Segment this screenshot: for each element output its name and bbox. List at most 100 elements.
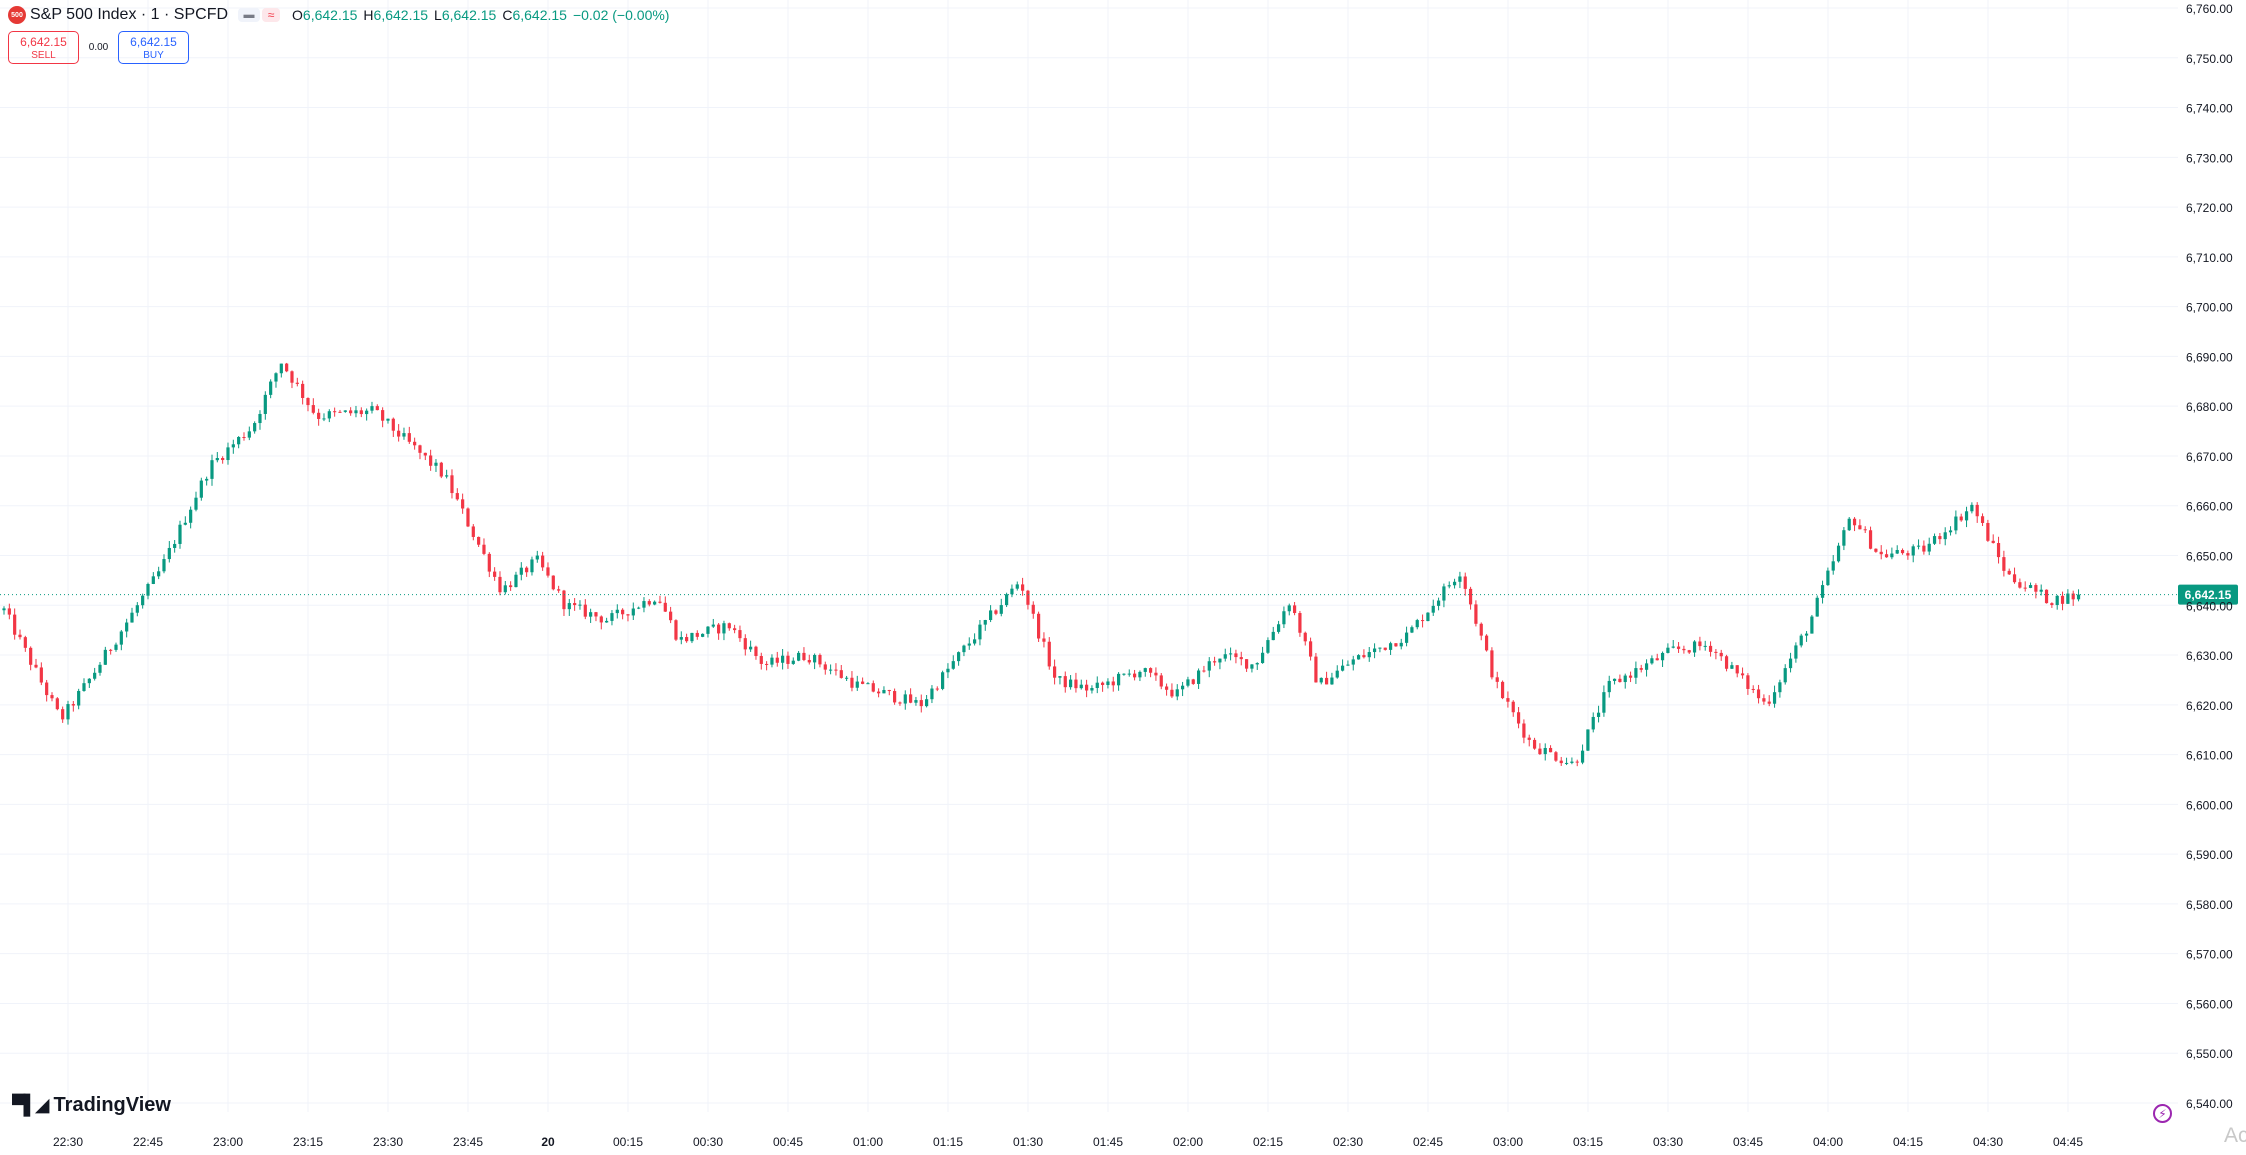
candle-body (242, 436, 246, 438)
candle-body (1484, 635, 1489, 651)
x-tick-label: 02:45 (1413, 1135, 1443, 1149)
x-tick-label: 04:30 (1973, 1135, 2003, 1149)
candle-body (455, 493, 459, 500)
y-tick-label: 6,660.00 (2186, 500, 2233, 514)
candle-body (1538, 748, 1542, 755)
candle-body (1591, 716, 1595, 730)
candle-body (557, 589, 561, 591)
candle-body (829, 669, 833, 671)
candle-body (903, 694, 907, 704)
candle-body (1037, 613, 1041, 639)
candle-body (1922, 545, 1926, 552)
candle-body (1655, 658, 1659, 661)
candle-body (685, 637, 689, 642)
logo-text: TradingView (53, 1094, 171, 1116)
candle-body (397, 430, 401, 437)
candle-body (653, 601, 657, 605)
candle-body (1687, 650, 1691, 653)
candle-body (1319, 677, 1323, 683)
candle-body (1330, 677, 1334, 685)
candle-body (1836, 545, 1841, 562)
buy-price: 6,642.15 (130, 35, 177, 49)
wave-icon[interactable]: ≈ (262, 8, 281, 22)
x-tick-label: 02:00 (1173, 1135, 1203, 1149)
candle-body (1575, 761, 1579, 763)
candle-body (2002, 557, 2006, 571)
candle-body (418, 445, 422, 453)
buy-button[interactable]: 6,642.15 BUY (118, 31, 189, 64)
ohlc-change: −0.02 (−0.00%) (572, 7, 670, 23)
candle-body (1463, 576, 1467, 589)
price-axis[interactable]: 6,760.00 6,750.00 6,740.00 6,730.00 6,720.00… (2186, 2, 2233, 1111)
candle-body (695, 632, 699, 637)
candle-body (1010, 588, 1014, 595)
candle-body (1548, 747, 1553, 753)
candle-body (327, 411, 331, 419)
candle-body (973, 639, 977, 644)
candle-body (1228, 653, 1233, 655)
candle-body (1788, 658, 1793, 669)
candle-body (1900, 549, 1905, 554)
candle-body (1053, 666, 1057, 678)
candle-body (487, 553, 491, 572)
candle-body (434, 462, 438, 466)
y-tick-label: 6,720.00 (2186, 201, 2233, 215)
y-tick-label: 6,670.00 (2186, 450, 2233, 464)
candle-body (669, 611, 673, 621)
candle-body (1255, 663, 1259, 665)
candle-body (615, 609, 619, 614)
candle-body (55, 698, 59, 710)
candle-body (1559, 760, 1563, 764)
lightning-icon[interactable]: ⚡ (2153, 1104, 2172, 1123)
candle-body (914, 700, 918, 703)
candle-body (269, 381, 273, 395)
candle-body (215, 458, 219, 461)
sell-button[interactable]: 6,642.15 SELL (8, 31, 79, 64)
candle-body (258, 413, 262, 424)
candle-body (439, 462, 443, 477)
time-axis[interactable]: 22:30 22:45 23:00 23:15 23:30 23:45 20 00:15 00:… (53, 1135, 2083, 1149)
candle-body (306, 397, 310, 406)
candle-body (807, 659, 811, 663)
candle-body (1698, 641, 1702, 647)
candle-body (477, 536, 481, 545)
candle-body (1612, 678, 1617, 681)
candle-body (1426, 612, 1430, 622)
candle-body (1927, 543, 1931, 552)
candle-body (1069, 679, 1073, 688)
symbol-title[interactable]: S&P 500 Index · 1 · SPCFD (30, 6, 229, 23)
candle-body (498, 576, 502, 593)
candle-body (1730, 665, 1734, 669)
tradingview-logo[interactable]: ▀▌◢ TradingView (12, 1094, 171, 1117)
candle-body (573, 603, 577, 606)
candle-body (1452, 581, 1457, 586)
x-tick-label: 23:45 (453, 1135, 483, 1149)
candle-body (1218, 658, 1222, 663)
candle-body (1884, 554, 1889, 558)
candle-body (1415, 620, 1419, 628)
candle-body (1250, 664, 1254, 669)
candle-body (994, 610, 998, 614)
candle-body (658, 601, 662, 603)
candle-body (941, 672, 945, 689)
candle-body (583, 604, 587, 617)
eye-icon[interactable]: ▬ (238, 8, 261, 22)
candle-body (359, 410, 363, 415)
x-tick-label: 20 (541, 1135, 555, 1149)
candle-body (402, 433, 406, 437)
candle-body (1970, 504, 1974, 512)
candle-body (311, 405, 315, 413)
candle-body (295, 382, 299, 384)
candle-body (951, 661, 955, 669)
x-tick-label: 04:00 (1813, 1135, 1843, 1149)
candle-body (1234, 653, 1238, 658)
candle-body (679, 637, 683, 640)
candle-body (343, 410, 347, 412)
candle-body (893, 691, 897, 703)
candle-body (135, 605, 139, 613)
candle-body (871, 683, 875, 692)
candle-body (727, 623, 731, 629)
x-tick-label: 04:45 (2053, 1135, 2083, 1149)
candle-body (1794, 645, 1798, 659)
